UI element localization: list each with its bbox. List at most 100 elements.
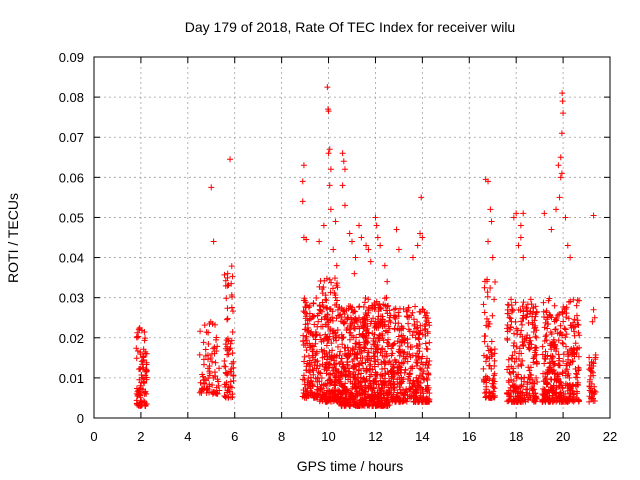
y-tick-label: 0.07 [59,130,84,145]
data-point [504,310,511,317]
data-point [342,373,349,380]
data-point [339,307,346,314]
data-point [572,340,579,347]
data-point [320,337,327,344]
data-point [422,340,429,347]
data-point [557,154,564,161]
data-point [337,398,344,405]
data-point [221,357,228,364]
data-point [367,320,374,327]
data-point [540,370,547,377]
data-point [135,402,142,409]
data-point [425,384,432,391]
data-point [405,320,412,327]
data-point [331,275,338,282]
data-point [326,182,333,189]
data-point [400,325,407,332]
data-point [328,379,335,386]
data-point [528,341,535,348]
data-point [410,377,417,384]
data-point [506,314,513,321]
data-point [552,326,559,333]
data-point [339,182,346,189]
data-point [391,356,398,363]
data-point [342,388,349,395]
data-point [138,372,145,379]
data-point [525,319,532,326]
y-tick-label: 0.03 [59,291,84,306]
data-point [333,374,340,381]
data-point [224,316,231,323]
data-point [361,299,368,306]
data-point [560,318,567,325]
data-point [555,351,562,358]
data-point [406,380,413,387]
data-point [372,402,379,409]
data-point [521,374,528,381]
data-point [373,222,380,229]
data-point [356,325,363,332]
data-point [588,385,595,392]
data-point [508,393,515,400]
data-point [533,327,540,334]
data-point [325,336,332,343]
data-point [357,350,364,357]
data-point [223,295,230,302]
data-point [361,345,368,352]
data-point [488,394,495,401]
data-point [558,170,565,177]
data-point [381,353,388,360]
data-point [515,242,522,249]
data-point [520,210,527,217]
data-point [541,360,548,367]
data-point [306,316,313,323]
data-point [485,390,492,397]
data-point [370,378,376,385]
data-point [207,355,214,362]
data-point [576,297,583,304]
data-point [351,380,358,387]
data-point [422,312,429,319]
data-point [400,305,407,312]
data-point [409,344,416,351]
data-point [396,327,403,334]
data-point [568,345,575,352]
data-point [227,156,234,163]
data-point [540,308,547,315]
data-point [372,375,379,382]
data-point [224,389,231,396]
data-point [559,369,566,376]
data-point [360,375,367,382]
data-point [524,386,531,393]
data-point [212,373,219,380]
data-point [349,238,355,245]
data-point [481,338,488,345]
data-point [318,375,325,382]
data-point [141,337,148,344]
data-point [507,323,514,330]
data-point [305,375,312,382]
data-point [551,318,558,325]
data-point [395,246,402,253]
data-point [333,315,340,322]
data-point [323,297,330,304]
data-point [422,386,429,393]
data-point [362,295,369,302]
data-point [314,312,321,319]
data-point [395,333,402,340]
data-point [409,332,416,339]
data-point [559,98,566,105]
data-point [563,331,570,338]
data-point [344,353,351,360]
data-point [223,370,230,377]
data-point [343,391,350,398]
data-point [560,303,567,310]
data-point [313,348,320,355]
data-point [371,363,378,370]
data-point [403,353,410,360]
data-point [366,373,373,380]
data-point [317,386,324,393]
data-point [328,279,335,286]
data-point [544,380,551,387]
data-point [312,329,319,336]
